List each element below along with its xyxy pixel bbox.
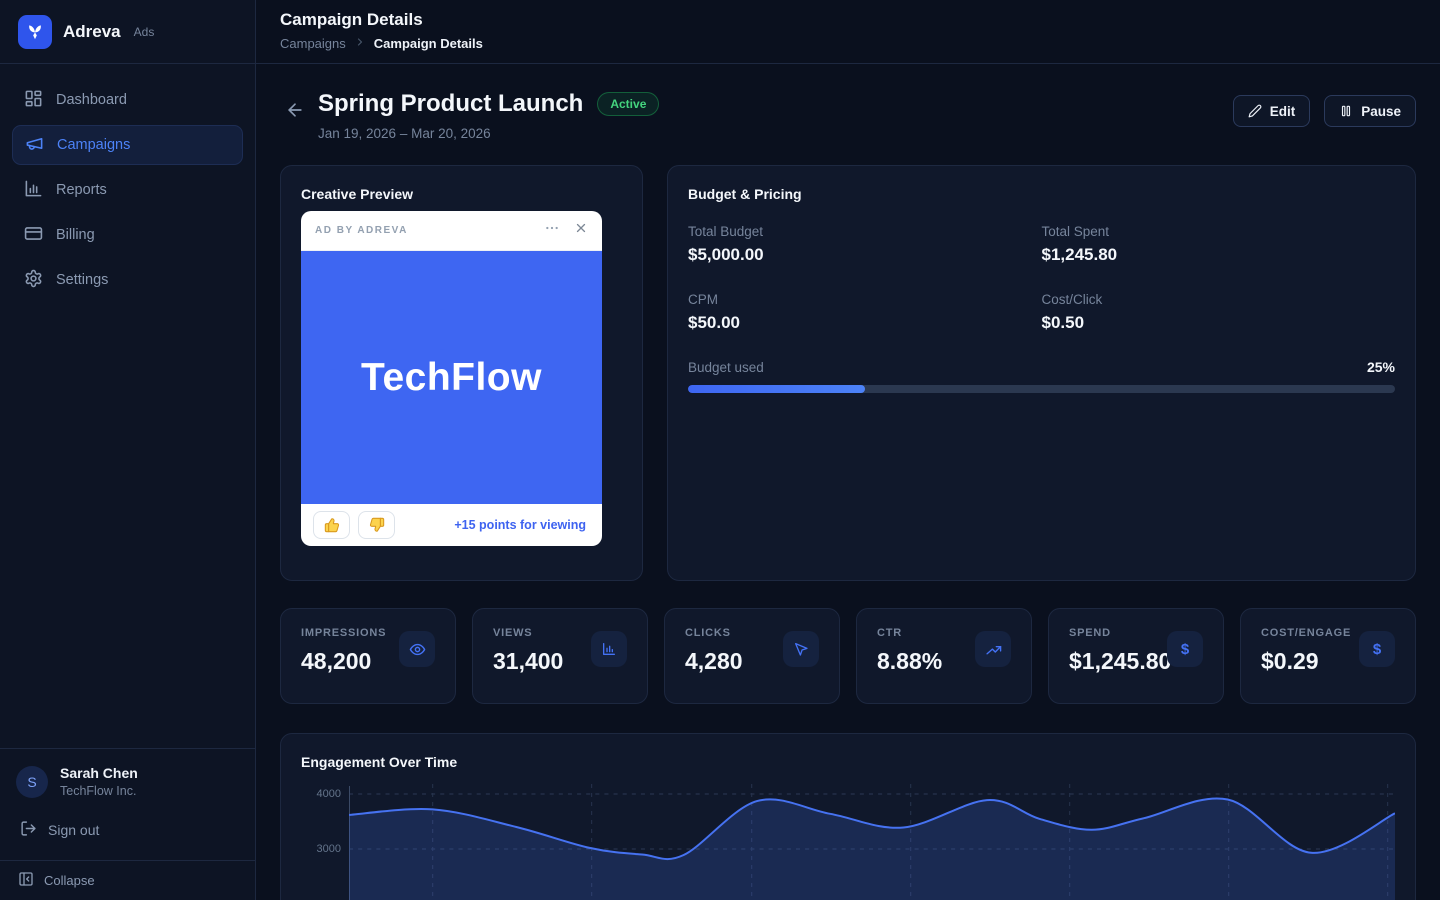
megaphone-icon [25, 134, 44, 157]
sidebar-item-billing[interactable]: Billing [12, 215, 243, 255]
page-title: Campaign Details [280, 10, 423, 29]
butterfly-logo-icon [18, 14, 52, 49]
stat-card-views: VIEWS 31,400 [472, 608, 648, 704]
thumb-down-icon [369, 517, 384, 532]
ad-brand-text: TechFlow [361, 355, 542, 399]
dollar-icon: $ [1359, 631, 1395, 667]
sidebar-item-reports[interactable]: Reports [12, 170, 243, 210]
collapse-label: Collapse [44, 873, 95, 888]
thumb-up-button[interactable] [313, 511, 350, 539]
sidebar-item-label: Settings [56, 272, 109, 288]
ad-hero: TechFlow [301, 251, 602, 504]
stat-card-ctr: CTR 8.88% [856, 608, 1032, 704]
edit-button[interactable]: Edit [1232, 95, 1311, 127]
pencil-icon [1248, 104, 1262, 118]
pause-button-label: Pause [1361, 103, 1401, 119]
sidebar-item-label: Campaigns [57, 137, 131, 153]
chart-y-axis: 4000 3000 [301, 784, 349, 900]
ad-preview: AD BY ADREVA TechFlow [301, 211, 602, 546]
pause-button[interactable]: Pause [1324, 95, 1416, 127]
dollar-icon: $ [1167, 631, 1203, 667]
brand: Adreva Ads [0, 0, 255, 64]
reward-text: +15 points for viewing [454, 518, 586, 532]
bar-chart-icon [591, 631, 627, 667]
budget-progress-bar [688, 385, 1395, 393]
budget-field: Total Spent $1,245.80 [1041, 224, 1118, 264]
chart-title: Engagement Over Time [301, 754, 458, 770]
campaign-date-range: Jan 19, 2026 – Mar 20, 2026 [318, 126, 491, 141]
thumb-down-button[interactable] [358, 511, 395, 539]
stat-card-impressions: IMPRESSIONS 48,200 [280, 608, 456, 704]
thumb-up-icon [324, 518, 339, 533]
user-company: TechFlow Inc. [60, 784, 137, 798]
collapse-button[interactable]: Collapse [0, 860, 255, 900]
close-icon[interactable] [574, 221, 588, 240]
eye-icon [399, 631, 435, 667]
budget-used-percent: 25% [1366, 359, 1395, 375]
budget-field: Total Budget $5,000.00 [688, 224, 764, 264]
y-tick-3000: 3000 [316, 843, 341, 855]
budget-field: CPM $50.00 [688, 292, 740, 332]
breadcrumb-current: Campaign Details [373, 36, 483, 51]
budget-pricing-card: Budget & Pricing Total Budget $5,000.00 … [667, 165, 1416, 581]
budget-progress-fill [688, 385, 865, 393]
bar-chart-icon [24, 179, 43, 202]
page-header: Campaign Details Campaigns Campaign Deta… [256, 0, 1440, 64]
breadcrumb: Campaigns Campaign Details [280, 36, 1416, 51]
sidebar-item-dashboard[interactable]: Dashboard [12, 80, 243, 120]
user-profile: S Sarah Chen TechFlow Inc. [16, 765, 239, 798]
ad-by-label: AD BY ADREVA [315, 225, 408, 236]
sign-out-button[interactable]: Sign out [20, 820, 239, 840]
budget-field: Cost/Click $0.50 [1041, 292, 1103, 332]
user-name: Sarah Chen [60, 765, 138, 781]
stat-card-cost-engage: COST/ENGAGE $0.29 $ [1240, 608, 1416, 704]
edit-button-label: Edit [1269, 103, 1296, 119]
sidebar-item-label: Dashboard [56, 92, 127, 108]
campaign-title-row: Spring Product Launch Active Jan 19, 202… [280, 90, 1416, 141]
sidebar-item-label: Reports [56, 182, 107, 198]
ellipsis-icon[interactable] [544, 220, 560, 241]
sidebar-item-settings[interactable]: Settings [12, 260, 243, 300]
content: Spring Product Launch Active Jan 19, 202… [256, 64, 1440, 900]
creative-card-title: Creative Preview [301, 186, 414, 202]
creative-preview-card: Creative Preview AD BY ADREVA [280, 165, 643, 581]
stats-row: IMPRESSIONS 48,200 VIEWS 31,400 [280, 608, 1416, 704]
status-badge: Active [597, 92, 660, 116]
panel-collapse-icon [18, 871, 34, 890]
engagement-area-chart [349, 784, 1395, 900]
stat-card-spend: SPEND $1,245.80 $ [1048, 608, 1224, 704]
pause-icon [1342, 105, 1351, 117]
budget-card-title: Budget & Pricing [688, 186, 802, 202]
dashboard-icon [24, 89, 43, 112]
chevron-right-icon [354, 36, 366, 51]
brand-name: Adreva [63, 21, 121, 41]
user-section: S Sarah Chen TechFlow Inc. Sign out [0, 748, 255, 860]
breadcrumb-campaigns[interactable]: Campaigns [280, 36, 346, 51]
sidebar-nav: Dashboard Campaigns Reports [0, 64, 255, 748]
brand-suffix: Ads [133, 24, 155, 39]
trending-up-icon [975, 631, 1011, 667]
budget-used-label: Budget used [688, 359, 764, 375]
engagement-chart-card: Engagement Over Time 4000 3000 [280, 733, 1416, 900]
arrow-left-icon [288, 103, 302, 117]
sidebar-item-campaigns[interactable]: Campaigns [12, 125, 243, 165]
sidebar-item-label: Billing [56, 227, 95, 243]
avatar: S [16, 765, 48, 798]
cursor-icon [783, 631, 819, 667]
back-button[interactable] [280, 95, 310, 125]
y-tick-4000: 4000 [316, 788, 341, 800]
campaign-title: Spring Product Launch [318, 90, 584, 117]
stat-card-clicks: CLICKS 4,280 [664, 608, 840, 704]
sign-out-label: Sign out [48, 822, 100, 838]
main-area: Campaign Details Campaigns Campaign Deta… [256, 0, 1440, 900]
logout-icon [20, 820, 37, 840]
credit-card-icon [24, 224, 43, 247]
gear-icon [24, 269, 43, 292]
sidebar: Adreva Ads Dashboard Campaigns [0, 0, 256, 900]
